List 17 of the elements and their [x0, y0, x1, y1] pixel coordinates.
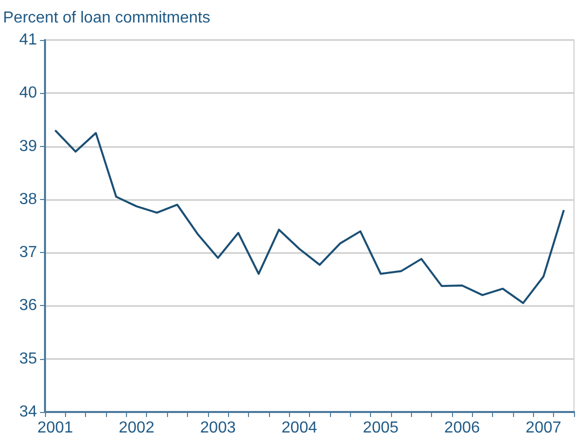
x-tick-label: 2003	[200, 420, 236, 436]
x-tick-label: 2001	[37, 420, 74, 436]
y-tick-label: 40	[19, 84, 38, 102]
y-tick-label: 35	[19, 350, 38, 368]
y-tick-label: 41	[19, 32, 38, 48]
x-tick-label: 2004	[282, 420, 318, 436]
y-tick-label: 39	[19, 138, 38, 155]
x-tick-label: 2006	[444, 420, 480, 436]
y-tick-label: 36	[19, 297, 38, 314]
y-axis-title: Percent of loan commitments	[3, 10, 210, 26]
x-tick-label: 2002	[118, 420, 154, 436]
x-tick-label: 2005	[362, 420, 399, 436]
y-tick-label: 38	[19, 190, 38, 208]
y-tick-label: 34	[19, 404, 38, 420]
line-series	[54, 129, 565, 304]
x-tick-label: 2007	[526, 420, 562, 436]
y-tick-label: 37	[19, 244, 38, 262]
